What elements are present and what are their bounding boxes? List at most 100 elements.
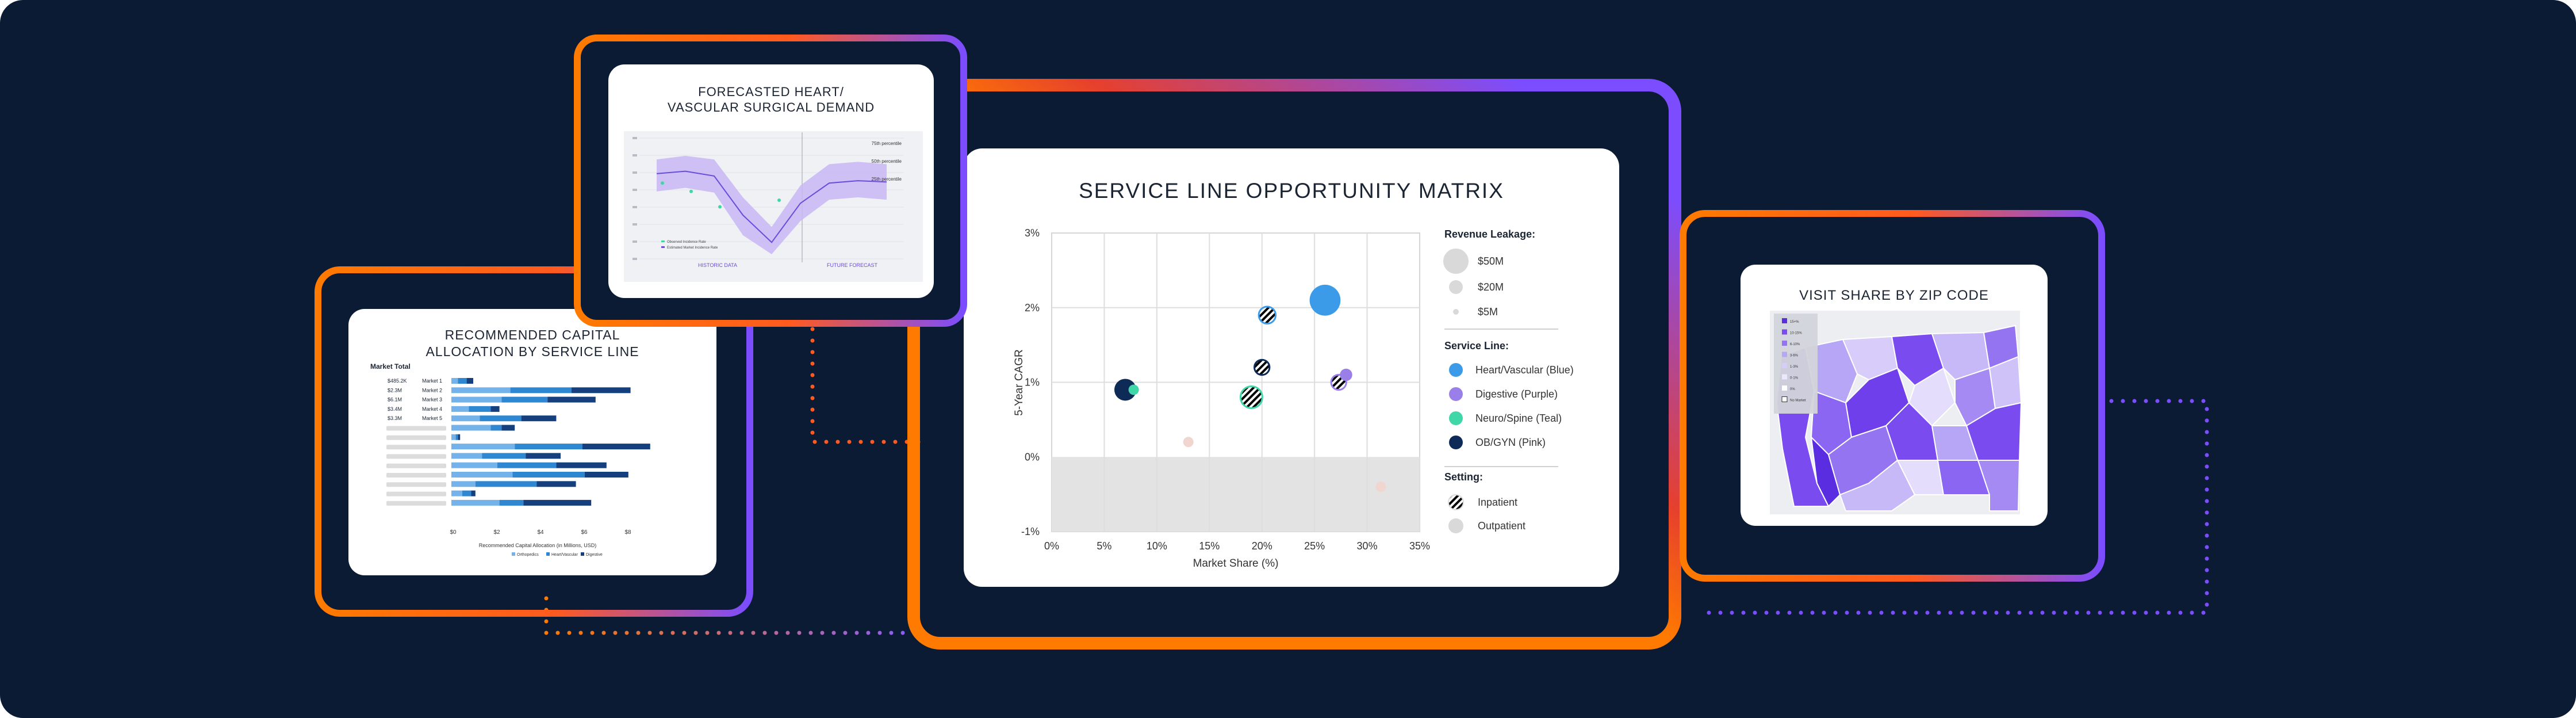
- capital-bar-segment: [451, 425, 491, 431]
- legend-series-swatch: [1449, 436, 1463, 449]
- capital-row-value: $2.3M: [388, 387, 402, 393]
- capital-row-label-placeholder: [386, 463, 446, 468]
- zip-region: [1810, 436, 1841, 507]
- x-tick-label: 30%: [1357, 540, 1378, 552]
- data-point: [1309, 284, 1341, 316]
- data-point: [1239, 385, 1263, 409]
- zip-legend-swatch: [1782, 363, 1787, 368]
- capital-bar-segment: [556, 462, 607, 468]
- zip-legend-swatch: [1782, 329, 1787, 335]
- capital-x-tick: $4: [537, 529, 544, 536]
- capital-row-label-placeholder: [386, 426, 446, 431]
- capital-subtitle: Market Total: [370, 362, 411, 371]
- y-tick-label: 1%: [1025, 377, 1040, 388]
- legend-service-line-title: Service Line:: [1444, 340, 1509, 352]
- capital-bar-segment: [451, 444, 515, 450]
- capital-bar-segment: [512, 472, 585, 478]
- capital-bar-segment: [526, 453, 561, 459]
- capital-bar-segment: [510, 387, 572, 394]
- forecast-y-tick: [632, 137, 637, 139]
- legend-series-label: Neuro/Spine (Teal): [1475, 413, 1562, 424]
- forecast-x-label: FUTURE FORECAST: [827, 262, 878, 268]
- capital-row-value: $3.3M: [388, 415, 402, 421]
- x-axis-title: Market Share (%): [1193, 557, 1279, 570]
- capital-chart: RECOMMENDED CAPITAL ALLOCATION BY SERVICE…: [370, 327, 650, 557]
- data-point: [1128, 384, 1139, 395]
- capital-bar-segment: [458, 434, 461, 440]
- forecast-percentile-band: [657, 155, 887, 254]
- legend-size-swatch: [1443, 249, 1469, 274]
- forecast-legend-label: Estimated Market Incidence Rate: [667, 246, 718, 250]
- capital-legend-swatch: [512, 552, 515, 556]
- opportunity-matrix-chart: SERVICE LINE OPPORTUNITY MATRIX 0% 5% 10% 15…: [1013, 179, 1574, 570]
- capital-bar-segment: [584, 472, 628, 478]
- forecast-legend-label: Observed Incidence Rate: [667, 240, 706, 244]
- zip-legend-swatch: [1782, 374, 1787, 380]
- forecast-observed-point: [777, 198, 781, 202]
- zip-legend-label: 6-10%: [1790, 343, 1800, 346]
- capital-bar-segment: [499, 499, 524, 506]
- capital-x-title: Recommended Capital Allocation (in Milli…: [479, 543, 597, 548]
- x-tick-label: 0%: [1044, 540, 1059, 552]
- legend-series-label: Digestive (Purple): [1475, 388, 1558, 400]
- capital-card: [348, 309, 716, 575]
- capital-bar-segment: [501, 425, 515, 431]
- y-tick-label: 2%: [1025, 302, 1040, 314]
- forecast-plot-bg: [624, 131, 923, 282]
- legend-size-swatch: [1453, 309, 1459, 315]
- forecast-median-line: [656, 170, 887, 243]
- y-tick-label: 0%: [1025, 451, 1040, 463]
- capital-row-value: $485.2K: [388, 378, 407, 384]
- zip-legend-label: 0-1%: [1790, 377, 1799, 380]
- capital-bar-segment: [451, 434, 456, 440]
- forecast-y-tick: [632, 258, 637, 260]
- capital-frame: [315, 266, 753, 617]
- capital-row-market: Market 4: [422, 406, 442, 412]
- capital-bar-segment: [536, 481, 576, 487]
- capital-bar-segment: [480, 415, 522, 422]
- capital-row-market: Market 5: [422, 415, 442, 421]
- forecast-x-label: HISTORIC DATA: [698, 262, 737, 268]
- capital-x-tick: $6: [581, 529, 588, 536]
- legend-size-label: $50M: [1478, 255, 1504, 267]
- data-point: [1183, 437, 1194, 448]
- forecast-chart: FORECASTED HEART/VASCULAR SURGICAL DEMAN…: [624, 85, 923, 282]
- capital-bar-segment: [490, 425, 502, 431]
- capital-bar-segment: [451, 490, 462, 497]
- matrix-frame: [907, 79, 1681, 650]
- data-point: [1340, 368, 1352, 381]
- connector-zip-to-matrix: [1700, 399, 2209, 615]
- capital-row-label-placeholder: [386, 454, 446, 459]
- legend-series-swatch: [1449, 387, 1463, 401]
- capital-bar-segment: [451, 499, 500, 506]
- capital-bar-segment: [451, 406, 469, 412]
- matrix-title: SERVICE LINE OPPORTUNITY MATRIX: [1079, 179, 1504, 203]
- capital-x-tick: $2: [493, 529, 500, 536]
- capital-bar-segment: [501, 396, 548, 403]
- forecast-observed-point: [661, 181, 664, 185]
- x-tick-label: 35%: [1409, 540, 1430, 552]
- capital-bar-segment: [482, 453, 526, 459]
- capital-bar-segment: [451, 415, 480, 422]
- capital-row-market: Market 3: [422, 397, 442, 403]
- capital-legend-swatch: [546, 552, 550, 556]
- capital-bar-segment: [451, 472, 513, 478]
- capital-legend-label: Digestive: [586, 553, 603, 557]
- x-tick-label: 15%: [1199, 540, 1220, 552]
- capital-bar-segment: [582, 444, 650, 450]
- capital-bar-segment: [466, 378, 473, 384]
- capital-bar-segment: [462, 490, 471, 497]
- forecast-band-label: 25th percentile: [872, 177, 902, 182]
- capital-x-tick: $8: [624, 529, 631, 536]
- capital-bar-segment: [469, 406, 491, 412]
- capital-row-label-placeholder: [386, 445, 446, 450]
- y-tick-label: -1%: [1021, 526, 1040, 537]
- forecast-y-tick: [632, 189, 637, 191]
- legend-series-label: Heart/Vascular (Blue): [1475, 364, 1574, 376]
- capital-bar-segment: [490, 406, 500, 412]
- zip-title: VISIT SHARE BY ZIP CODE: [1799, 288, 1989, 303]
- capital-title-line2: ALLOCATION BY SERVICE LINE: [425, 344, 639, 359]
- capital-legend-swatch: [581, 552, 584, 556]
- capital-row-value: $3.4M: [388, 406, 402, 412]
